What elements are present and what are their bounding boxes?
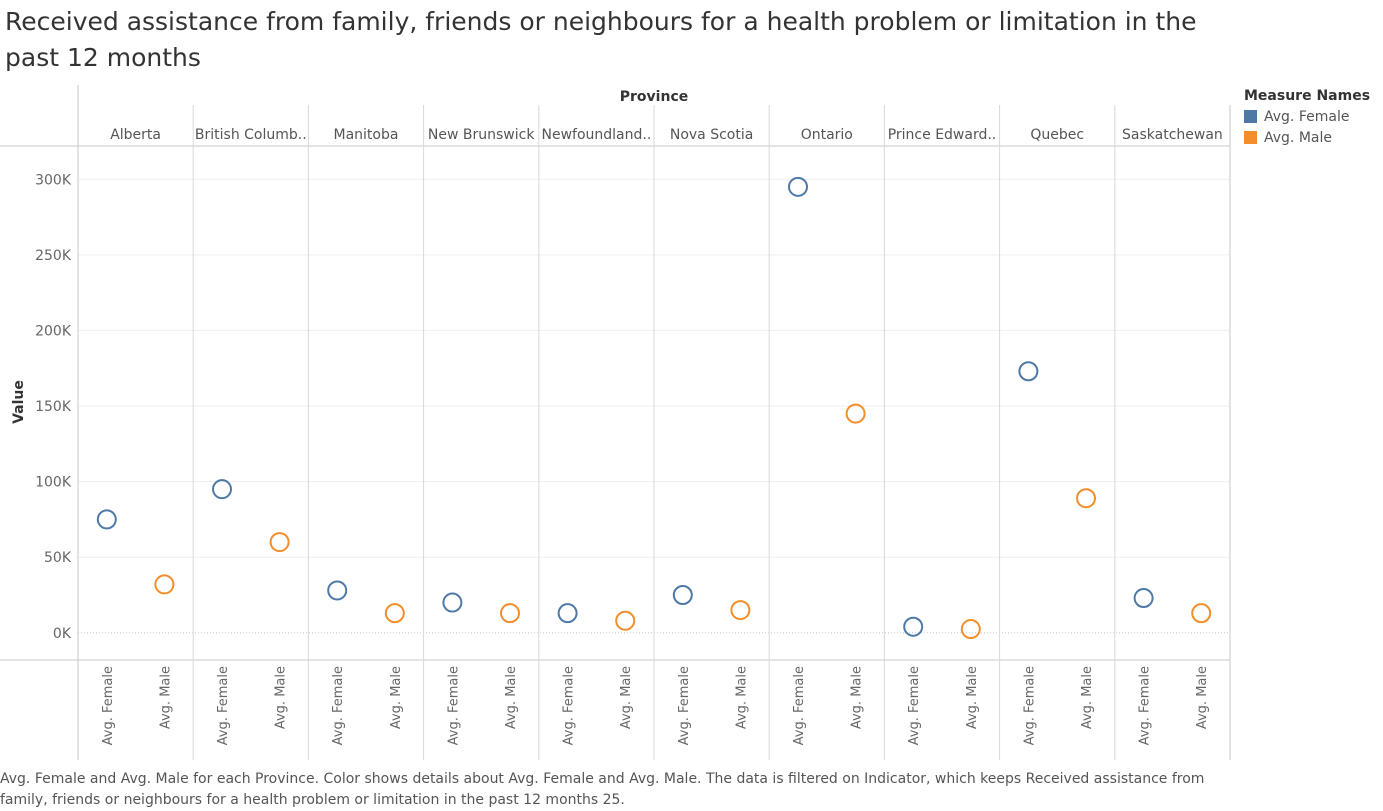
y-tick-label: 50K xyxy=(44,550,72,566)
measure-label: Avg. Male xyxy=(850,666,865,729)
data-point xyxy=(212,479,232,500)
data-point xyxy=(96,509,117,530)
measure-label: Avg. Female xyxy=(677,666,692,745)
data-point xyxy=(1133,588,1154,609)
measure-label: Avg. Female xyxy=(792,666,807,745)
data-point xyxy=(327,580,348,601)
data-point xyxy=(384,603,405,624)
data-point xyxy=(1076,488,1096,509)
data-point xyxy=(730,600,751,621)
measure-label: Avg. Male xyxy=(965,666,980,729)
measure-label: Avg. Female xyxy=(101,666,116,745)
measure-label: Avg. Male xyxy=(158,666,173,729)
measure-label: Avg. Female xyxy=(446,666,461,745)
measure-label: Avg. Male xyxy=(504,666,519,729)
data-point xyxy=(500,603,520,624)
column-header-title: Province xyxy=(620,89,688,105)
measure-label: Avg. Female xyxy=(907,666,922,745)
legend-label-male: Avg. Male xyxy=(1264,129,1332,146)
province-label: Prince Edward.. xyxy=(888,127,997,143)
measure-label: Avg. Male xyxy=(1195,666,1210,729)
province-label: Newfoundland.. xyxy=(542,127,652,143)
y-tick-label: 0K xyxy=(53,626,72,642)
measure-label: Avg. Male xyxy=(734,666,749,729)
data-point xyxy=(615,610,636,631)
measure-label: Avg. Male xyxy=(389,666,404,729)
measure-label: Avg. Male xyxy=(1080,666,1095,729)
measure-label: Avg. Male xyxy=(274,666,289,729)
y-axis-label: Value xyxy=(11,380,27,424)
measure-label: Avg. Female xyxy=(562,666,577,745)
legend-swatch-female xyxy=(1244,110,1257,123)
measure-label: Avg. Female xyxy=(331,666,346,745)
y-tick-label: 200K xyxy=(35,323,72,339)
measure-label: Avg. Female xyxy=(216,666,231,745)
data-point xyxy=(788,176,808,197)
data-point xyxy=(1018,361,1039,382)
legend-label-female: Avg. Female xyxy=(1264,108,1350,125)
data-point xyxy=(845,403,866,424)
province-label: Ontario xyxy=(801,127,853,143)
y-tick-label: 300K xyxy=(35,172,72,188)
y-tick-label: 100K xyxy=(35,475,72,491)
province-label: New Brunswick xyxy=(428,127,535,143)
measure-label: Avg. Female xyxy=(1138,666,1153,745)
y-tick-label: 150K xyxy=(35,399,72,415)
legend: Measure Names Avg. Female Avg. Male xyxy=(1244,88,1370,148)
data-point xyxy=(903,616,924,637)
legend-item-male[interactable]: Avg. Male xyxy=(1244,127,1370,148)
measure-label: Avg. Male xyxy=(619,666,634,729)
data-point xyxy=(154,574,175,595)
data-point xyxy=(269,532,290,553)
legend-item-female[interactable]: Avg. Female xyxy=(1244,106,1370,127)
legend-title: Measure Names xyxy=(1244,88,1371,104)
province-label: Alberta xyxy=(110,127,161,143)
measure-label: Avg. Female xyxy=(1022,666,1037,745)
data-point xyxy=(557,603,578,624)
scatter-chart: 0K 50K 100K 150K 200K 250K 300K Province Value Al… xyxy=(0,85,1231,760)
data-point xyxy=(1191,603,1212,624)
data-point xyxy=(672,584,693,605)
province-label: Saskatchewan xyxy=(1122,127,1223,143)
data-point xyxy=(960,619,981,640)
province-label: British Columb.. xyxy=(195,127,307,143)
y-tick-label: 250K xyxy=(35,248,72,264)
data-point xyxy=(442,592,463,613)
chart-caption: Avg. Female and Avg. Male for each Provi… xyxy=(0,771,1205,808)
province-label: Manitoba xyxy=(334,127,399,143)
province-label: Quebec xyxy=(1030,127,1084,143)
province-label: Nova Scotia xyxy=(670,127,753,143)
legend-swatch-male xyxy=(1244,131,1257,144)
chart-title: Received assistance from family, friends… xyxy=(5,7,1197,72)
